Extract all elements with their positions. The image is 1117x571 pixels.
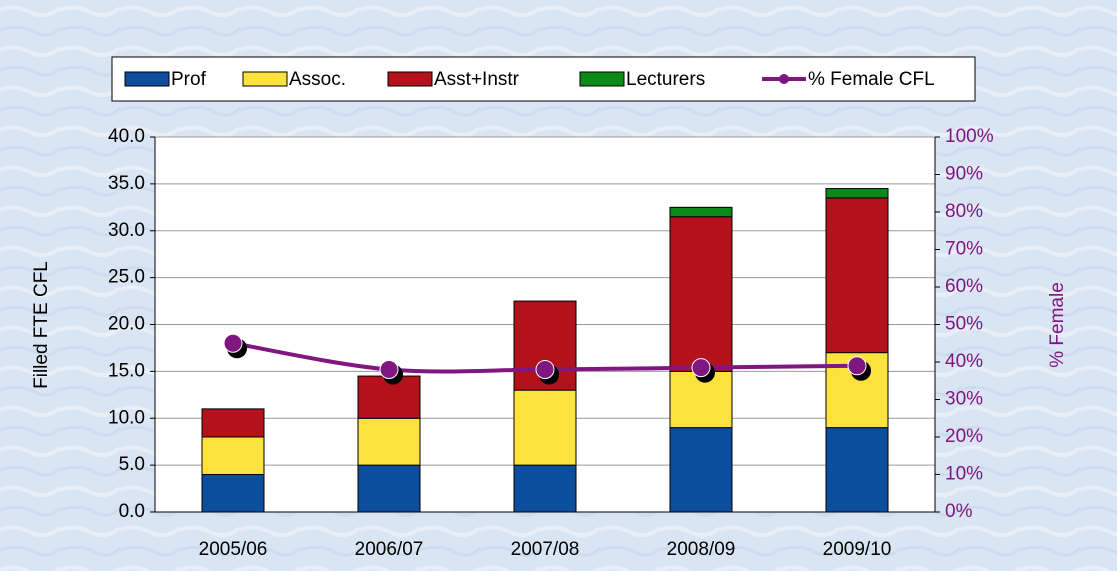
legend-label: Prof bbox=[171, 69, 207, 90]
legend-marker bbox=[779, 74, 789, 84]
legend-label: % Female CFL bbox=[808, 69, 935, 90]
y-tick-label: 5.0 bbox=[119, 454, 145, 475]
bar-segment bbox=[201, 408, 265, 438]
marker bbox=[379, 360, 399, 379]
y2-tick-label: 60% bbox=[945, 276, 983, 297]
y-tick-label: 30.0 bbox=[108, 220, 145, 241]
bar-segment bbox=[357, 464, 421, 513]
legend-label: Lecturers bbox=[626, 69, 705, 90]
marker bbox=[847, 356, 867, 376]
legend-swatch bbox=[124, 71, 170, 87]
y-tick-label: 20.0 bbox=[108, 314, 145, 335]
y2-tick-label: 30% bbox=[945, 389, 983, 410]
y2-tick-label: 90% bbox=[945, 164, 983, 185]
y2-tick-label: 100% bbox=[945, 126, 994, 147]
bar-segment bbox=[513, 464, 577, 513]
bar-segment bbox=[825, 427, 889, 513]
bar-segment bbox=[357, 417, 421, 466]
y-tick-label: 15.0 bbox=[108, 360, 145, 381]
bar-segment bbox=[825, 197, 889, 354]
bar-segment bbox=[825, 188, 889, 199]
y-tick-label: 25.0 bbox=[108, 267, 145, 288]
marker bbox=[691, 358, 711, 378]
x-tick-label: 2009/10 bbox=[823, 539, 892, 560]
bar-segment bbox=[669, 427, 733, 513]
y-tick-label: 35.0 bbox=[108, 173, 145, 194]
legend-swatch bbox=[387, 71, 433, 87]
x-tick-label: 2008/09 bbox=[667, 539, 736, 560]
legend-label: Asst+Instr bbox=[434, 69, 520, 90]
y2-tick-label: 50% bbox=[945, 314, 983, 335]
y-tick-label: 40.0 bbox=[108, 126, 145, 147]
y-axis-title: Filled FTE CFL bbox=[31, 261, 52, 389]
y2-tick-label: 20% bbox=[945, 426, 983, 447]
y2-tick-label: 80% bbox=[945, 201, 983, 222]
x-tick-label: 2006/07 bbox=[355, 539, 424, 560]
legend-swatch bbox=[579, 71, 625, 87]
y-tick-label: 0.0 bbox=[119, 501, 145, 522]
y2-tick-label: 10% bbox=[945, 464, 983, 485]
legend-swatch bbox=[242, 71, 288, 87]
y2-tick-label: 0% bbox=[945, 501, 973, 522]
bar-segment bbox=[669, 216, 733, 372]
legend-label: Assoc. bbox=[289, 69, 346, 90]
bar-segment bbox=[201, 436, 265, 475]
bar-segment bbox=[513, 389, 577, 466]
y2-tick-label: 40% bbox=[945, 351, 983, 372]
y2-axis-title: % Female bbox=[1047, 282, 1068, 368]
y-tick-label: 10.0 bbox=[108, 407, 145, 428]
x-tick-label: 2005/06 bbox=[199, 539, 268, 560]
x-tick-label: 2007/08 bbox=[511, 539, 580, 560]
y2-tick-label: 70% bbox=[945, 239, 983, 260]
bar-segment bbox=[669, 206, 733, 218]
bar-segment bbox=[201, 474, 265, 513]
marker bbox=[535, 360, 555, 379]
marker bbox=[223, 333, 243, 353]
